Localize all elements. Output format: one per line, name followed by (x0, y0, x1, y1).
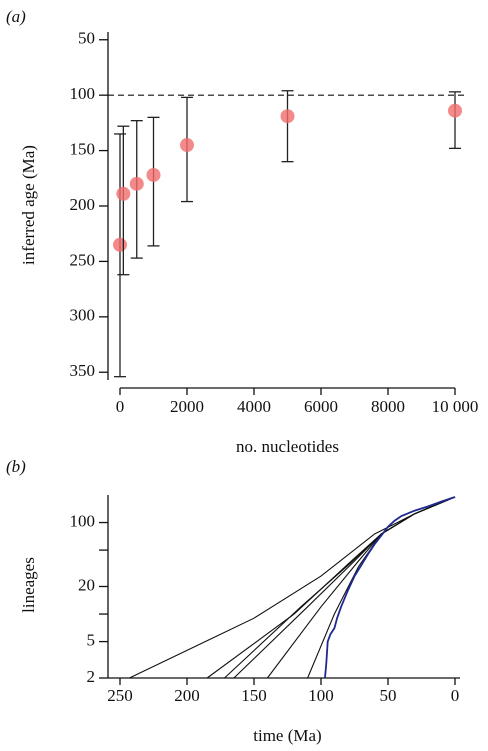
y-tick-label: 50 (78, 29, 95, 48)
y-tick-label: 350 (70, 361, 96, 380)
panel-label: (a) (6, 7, 26, 26)
y-axis-label: lineages (19, 557, 38, 613)
point (116, 186, 131, 201)
line (266, 496, 456, 679)
point (146, 167, 161, 182)
y-tick-label: 100 (70, 84, 96, 103)
point (113, 237, 127, 252)
line (129, 496, 456, 679)
x-tick-label: 6000 (304, 397, 338, 416)
x-tick-label: 10 000 (432, 397, 479, 416)
line (206, 496, 456, 679)
x-tick-label: 50 (380, 686, 397, 705)
x-tick-label: 2000 (170, 397, 204, 416)
y-axis-label: inferred age (Ma) (19, 145, 38, 265)
x-tick-label: 8000 (371, 397, 405, 416)
point (448, 103, 462, 118)
y-tick-label: 20 (78, 575, 95, 594)
y-tick-label: 250 (70, 250, 96, 269)
y-tick-label: 300 (70, 306, 96, 325)
point (129, 176, 144, 191)
y-tick-label: 100 (70, 511, 96, 530)
x-axis-label: time (Ma) (253, 726, 321, 745)
x-tick-label: 150 (241, 686, 267, 705)
line (324, 496, 456, 679)
point (180, 138, 194, 153)
y-tick-label: 200 (70, 195, 96, 214)
y-tick-label: 5 (87, 630, 96, 649)
x-tick-label: 100 (308, 686, 334, 705)
x-tick-label: 0 (116, 397, 125, 416)
panel-label: (b) (6, 457, 26, 476)
line (233, 496, 456, 679)
y-tick-label: 2 (87, 667, 96, 686)
line (224, 496, 456, 679)
x-tick-label: 0 (451, 686, 460, 705)
line (307, 496, 456, 679)
x-tick-label: 4000 (237, 397, 271, 416)
x-axis-label: no. nucleotides (236, 437, 339, 456)
y-tick-label: 150 (70, 139, 96, 158)
x-tick-label: 200 (174, 686, 200, 705)
x-tick-label: 250 (107, 686, 133, 705)
point (280, 109, 295, 124)
